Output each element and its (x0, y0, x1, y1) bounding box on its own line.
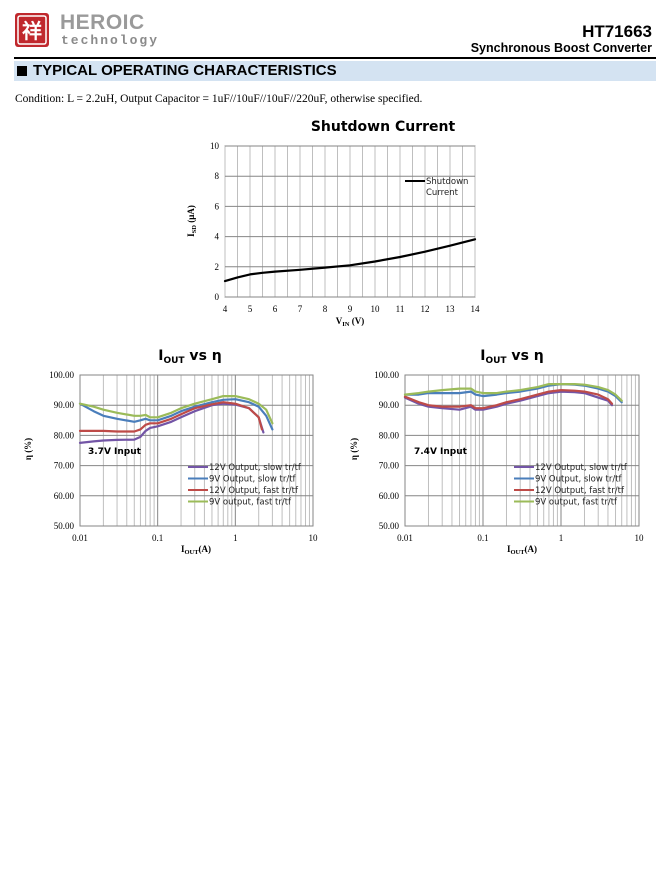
y-tick-label: 90.00 (54, 400, 75, 410)
series-line (78, 398, 274, 431)
chart-title: IOUT vs η (480, 348, 544, 366)
x-tick-label: 0.1 (477, 533, 488, 543)
chart-title: IOUT vs η (158, 348, 222, 366)
y-tick-label: 100.00 (49, 370, 74, 380)
y-tick-label: 70.00 (379, 461, 400, 471)
y-tick-label: 100.00 (374, 370, 399, 380)
series-line (403, 390, 614, 411)
legend-label: 9V Output, slow tr/tf (535, 475, 623, 485)
part-description: Synchronous Boost Converter (470, 41, 652, 55)
y-tick-label: 80.00 (379, 430, 400, 440)
legend-label: Shutdown Current (426, 177, 468, 198)
x-tick-label: 8 (323, 304, 328, 314)
section-title: TYPICAL OPERATING CHARACTERISTICS (33, 62, 337, 79)
section-bullet-icon (17, 66, 27, 76)
legend-label: 9V output, fast tr/tf (535, 498, 618, 508)
y-tick-label: 6 (215, 201, 220, 211)
test-condition: Condition: L = 2.2uH, Output Capacitor =… (15, 93, 423, 105)
part-number: HT71663 (582, 22, 652, 41)
series-line (78, 401, 263, 433)
x-tick-label: 6 (273, 304, 278, 314)
series-line (223, 238, 477, 283)
x-tick-label: 0.1 (152, 533, 163, 543)
y-tick-label: 50.00 (54, 521, 75, 531)
logo-glyph: 祥 (22, 19, 42, 43)
x-tick-label: 1 (559, 533, 564, 543)
legend-label: 12V Output, fast tr/tf (209, 486, 299, 496)
legend-label: 9V Output, slow tr/tf (209, 475, 297, 485)
input-voltage-annotation: 7.4V Input (414, 447, 468, 457)
x-tick-label: 0.01 (72, 533, 88, 543)
legend-label: 12V Output, slow tr/tf (209, 463, 302, 473)
legend-label: 12V Output, fast tr/tf (535, 486, 625, 496)
x-tick-label: 13 (446, 304, 456, 314)
brand-tagline: technology (61, 33, 160, 48)
y-axis-label: η (%) (349, 438, 359, 460)
x-tick-label: 10 (371, 304, 381, 314)
y-axis-label: ISD (μA) (186, 205, 198, 237)
x-tick-label: 4 (223, 304, 228, 314)
heroic-logo-icon: 祥 (15, 13, 49, 47)
y-tick-label: 90.00 (379, 400, 400, 410)
series-line (403, 383, 623, 402)
y-tick-label: 60.00 (379, 491, 400, 501)
legend-label: 12V Output, slow tr/tf (535, 463, 628, 473)
y-axis-label: η (%) (23, 438, 33, 460)
x-axis-label: IOUT(A) (181, 544, 211, 556)
y-tick-label: 70.00 (54, 461, 75, 471)
x-axis-label: IOUT(A) (507, 544, 537, 556)
x-tick-label: 1 (233, 533, 238, 543)
y-tick-label: 80.00 (54, 430, 75, 440)
y-tick-label: 10 (210, 141, 220, 151)
section-header-band (14, 61, 656, 81)
x-tick-label: 10 (635, 533, 645, 543)
y-tick-label: 0 (215, 292, 220, 302)
y-tick-label: 4 (215, 232, 220, 242)
y-tick-label: 8 (215, 171, 220, 181)
x-tick-label: 9 (348, 304, 353, 314)
series-line (78, 395, 274, 425)
brand-name: HEROIC (60, 11, 145, 34)
series-line (403, 389, 614, 410)
x-tick-label: 0.01 (397, 533, 413, 543)
header-divider (14, 57, 656, 59)
chart-title: Shutdown Current (311, 119, 456, 135)
y-tick-label: 50.00 (379, 521, 400, 531)
y-tick-label: 60.00 (54, 491, 75, 501)
input-voltage-annotation: 3.7V Input (88, 447, 142, 457)
series-line (403, 383, 623, 404)
y-tick-label: 2 (215, 262, 220, 272)
x-tick-label: 10 (309, 533, 319, 543)
x-tick-label: 7 (298, 304, 303, 314)
legend-label: 9V output, fast tr/tf (209, 498, 292, 508)
x-tick-label: 14 (471, 304, 481, 314)
x-tick-label: 11 (396, 304, 405, 314)
x-axis-label: VIN (V) (336, 316, 364, 328)
x-tick-label: 12 (421, 304, 430, 314)
x-tick-label: 5 (248, 304, 253, 314)
